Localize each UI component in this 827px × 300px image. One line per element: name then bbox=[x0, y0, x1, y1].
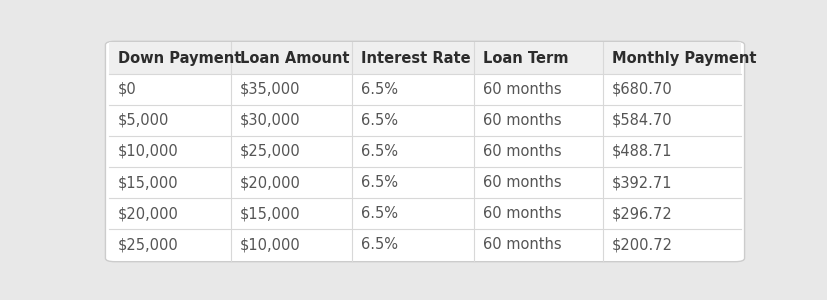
FancyBboxPatch shape bbox=[105, 41, 743, 262]
Text: 60 months: 60 months bbox=[483, 82, 562, 97]
Text: $10,000: $10,000 bbox=[117, 144, 178, 159]
Text: $15,000: $15,000 bbox=[117, 175, 178, 190]
Bar bbox=[108, 43, 740, 74]
Text: $25,000: $25,000 bbox=[239, 144, 300, 159]
Text: $5,000: $5,000 bbox=[117, 113, 169, 128]
Text: $200.72: $200.72 bbox=[611, 238, 672, 253]
Text: 60 months: 60 months bbox=[483, 113, 562, 128]
Text: 60 months: 60 months bbox=[483, 238, 562, 253]
Text: Loan Amount: Loan Amount bbox=[239, 50, 349, 65]
Text: 60 months: 60 months bbox=[483, 144, 562, 159]
Text: 6.5%: 6.5% bbox=[361, 82, 398, 97]
Text: $392.71: $392.71 bbox=[611, 175, 672, 190]
Text: 6.5%: 6.5% bbox=[361, 238, 398, 253]
Text: $10,000: $10,000 bbox=[239, 238, 300, 253]
Text: $20,000: $20,000 bbox=[239, 175, 300, 190]
Text: Down Payment: Down Payment bbox=[117, 50, 241, 65]
Text: 60 months: 60 months bbox=[483, 175, 562, 190]
Text: 6.5%: 6.5% bbox=[361, 144, 398, 159]
Text: Loan Term: Loan Term bbox=[483, 50, 568, 65]
Text: $35,000: $35,000 bbox=[239, 82, 299, 97]
Text: 6.5%: 6.5% bbox=[361, 113, 398, 128]
Text: $15,000: $15,000 bbox=[239, 206, 300, 221]
Text: $584.70: $584.70 bbox=[611, 113, 672, 128]
Text: $680.70: $680.70 bbox=[611, 82, 672, 97]
Text: 6.5%: 6.5% bbox=[361, 206, 398, 221]
Text: $0: $0 bbox=[117, 82, 136, 97]
Text: Interest Rate: Interest Rate bbox=[361, 50, 471, 65]
Text: $20,000: $20,000 bbox=[117, 206, 179, 221]
Text: $25,000: $25,000 bbox=[117, 238, 178, 253]
Text: $488.71: $488.71 bbox=[611, 144, 672, 159]
Text: 6.5%: 6.5% bbox=[361, 175, 398, 190]
Text: Monthly Payment: Monthly Payment bbox=[611, 50, 756, 65]
Text: $296.72: $296.72 bbox=[611, 206, 672, 221]
Text: $30,000: $30,000 bbox=[239, 113, 300, 128]
Text: 60 months: 60 months bbox=[483, 206, 562, 221]
